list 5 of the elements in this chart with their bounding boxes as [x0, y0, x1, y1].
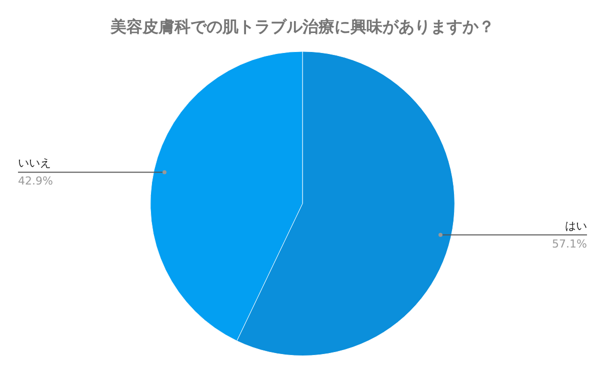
- data-label: 42.9%: [18, 174, 53, 188]
- chart-title: 美容皮膚科での肌トラブル治療に興味がありますか？: [110, 16, 494, 36]
- slice-label: いいえ: [18, 156, 51, 170]
- slice-label: はい: [565, 219, 587, 232]
- data-label: 57.1%: [552, 237, 587, 250]
